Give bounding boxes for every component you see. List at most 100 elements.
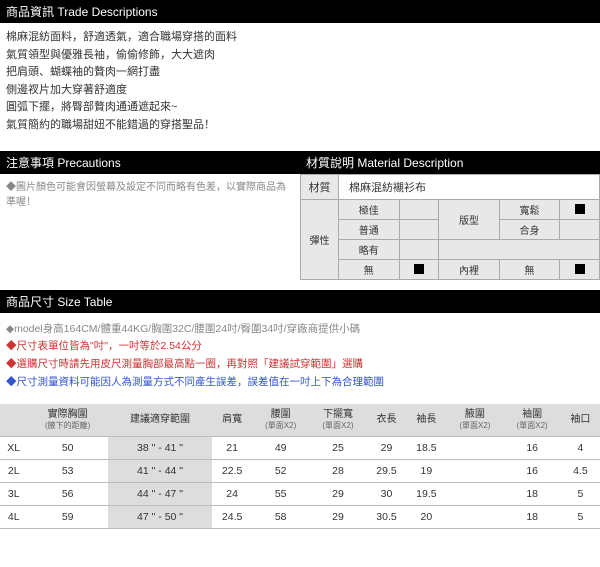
table-cell: 5 (561, 482, 600, 505)
fit-label: 版型 (439, 199, 500, 239)
elastic-opt: 普通 (339, 219, 400, 239)
trade-line: 氣質領型與優雅長袖，偷偷修飾，大大遮肉 (6, 47, 594, 65)
table-cell: 5 (561, 505, 600, 528)
table-cell: 16 (504, 459, 561, 482)
lining-opt: 無 (499, 259, 560, 279)
check-icon (414, 264, 424, 274)
table-cell: 4L (0, 505, 27, 528)
trade-body: 棉麻混紡面料，舒適透氣，適合職場穿搭的面料 氣質領型與優雅長袖，偷偷修飾，大大遮… (0, 23, 600, 145)
size-col: 袖圍(單面X2) (504, 404, 561, 436)
trade-line: 棉麻混紡面料，舒適透氣，適合職場穿搭的面料 (6, 29, 594, 47)
elastic-label: 彈性 (301, 199, 339, 279)
material-label: 材質 (301, 174, 339, 199)
size-col: 肩寬 (212, 404, 252, 436)
check-icon (575, 204, 585, 214)
trade-header: 商品資訊 Trade Descriptions (0, 0, 600, 23)
table-cell (446, 505, 503, 528)
table-row: 2L5341 " - 44 "22.5522829.519164.5 (0, 459, 600, 482)
table-cell: 38 " - 41 " (108, 436, 212, 459)
elastic-opt: 極佳 (339, 199, 400, 219)
table-cell: 52 (252, 459, 309, 482)
size-col: 衣長 (367, 404, 407, 436)
size-note-gray: ◆model身高164CM/體重44KG/胸圍32C/腰圍24吋/臀圍34吋/穿… (6, 321, 594, 339)
table-cell: 24.5 (212, 505, 252, 528)
size-col: 下擺寬(單面X2) (309, 404, 366, 436)
table-cell: 29 (309, 482, 366, 505)
precautions-text: ◆圖片顏色可能會因螢幕及設定不同而略有色差，以實際商品為準喔！ (6, 182, 286, 208)
material-table: 材質 棉麻混紡襯衫布 彈性 極佳 版型 寬鬆 普通 合身 略有 (300, 174, 600, 280)
precautions-body: ◆圖片顏色可能會因螢幕及設定不同而略有色差，以實際商品為準喔！ (0, 174, 300, 216)
elastic-check (399, 239, 439, 259)
size-col: 袖口 (561, 404, 600, 436)
size-table: 實際胸圍(腋下的距離) 建議適穿範圍 肩寬 腰圍(單面X2) 下擺寬(單面X2)… (0, 404, 600, 529)
size-note-red: ◆選購尺寸時請先用皮尺測量胸部最高點一圈，再對照「建議試穿範圍」選購 (6, 356, 594, 374)
size-header: 商品尺寸 Size Table (0, 290, 600, 313)
table-row: XL5038 " - 41 "2149252918.5 164 (0, 436, 600, 459)
trade-line: 側邊衩片加大穿著舒適度 (6, 82, 594, 100)
table-cell: 30.5 (367, 505, 407, 528)
table-cell: 47 " - 50 " (108, 505, 212, 528)
lining-check (560, 259, 600, 279)
elastic-check (399, 219, 439, 239)
table-row: 4L5947 " - 50 "24.5582930.520 185 (0, 505, 600, 528)
fit-opt: 寬鬆 (499, 199, 560, 219)
table-cell: 29 (367, 436, 407, 459)
table-cell: 29 (309, 505, 366, 528)
precautions-header: 注意事項 Precautions (0, 151, 300, 174)
table-cell (446, 436, 503, 459)
table-cell: 2L (0, 459, 27, 482)
size-notes: ◆model身高164CM/體重44KG/胸圍32C/腰圍24吋/臀圍34吋/穿… (0, 313, 600, 400)
trade-line: 圓弧下擺，將臀部贅肉通通遮起來~ (6, 99, 594, 117)
table-cell: 21 (212, 436, 252, 459)
elastic-check (399, 199, 439, 219)
fit-check (560, 199, 600, 219)
table-cell: 56 (27, 482, 107, 505)
check-icon (575, 264, 585, 274)
material-header: 材質說明 Material Description (300, 151, 600, 174)
table-row: 3L5644 " - 47 "2455293019.5 185 (0, 482, 600, 505)
table-cell: 28 (309, 459, 366, 482)
size-col: 實際胸圍(腋下的距離) (27, 404, 107, 436)
elastic-opt: 略有 (339, 239, 400, 259)
trade-line: 氣質簡約的職場甜妞不能錯過的穿搭聖品！ (6, 117, 594, 135)
size-note-red: ◆尺寸表單位皆為"吋"，一吋等於2.54公分 (6, 338, 594, 356)
table-cell: 19 (406, 459, 446, 482)
table-cell (446, 482, 503, 505)
size-col: 建議適穿範圍 (108, 404, 212, 436)
lining-label: 內裡 (439, 259, 500, 279)
material-value: 棉麻混紡襯衫布 (339, 174, 600, 199)
table-cell: 22.5 (212, 459, 252, 482)
size-note-blue: ◆尺寸測量資料可能因人為測量方式不同產生誤差，誤差值在一吋上下為合理範圍 (6, 374, 594, 392)
size-col: 腰圍(單面X2) (252, 404, 309, 436)
table-cell: 25 (309, 436, 366, 459)
elastic-check (399, 259, 439, 279)
size-col (0, 404, 27, 436)
table-cell: 16 (504, 436, 561, 459)
table-cell: 41 " - 44 " (108, 459, 212, 482)
table-cell: 18 (504, 482, 561, 505)
table-cell: 59 (27, 505, 107, 528)
table-cell: 4 (561, 436, 600, 459)
table-cell: 18 (504, 505, 561, 528)
table-cell: 58 (252, 505, 309, 528)
table-cell: 44 " - 47 " (108, 482, 212, 505)
fit-check (560, 219, 600, 239)
size-col: 腋圍(單面X2) (446, 404, 503, 436)
table-cell: 18.5 (406, 436, 446, 459)
fit-opt: 合身 (499, 219, 560, 239)
table-cell: 24 (212, 482, 252, 505)
table-cell: 29.5 (367, 459, 407, 482)
table-cell: 30 (367, 482, 407, 505)
table-cell: 4.5 (561, 459, 600, 482)
size-col: 袖長 (406, 404, 446, 436)
table-cell: XL (0, 436, 27, 459)
table-cell: 49 (252, 436, 309, 459)
table-cell: 50 (27, 436, 107, 459)
elastic-opt: 無 (339, 259, 400, 279)
table-cell: 55 (252, 482, 309, 505)
trade-line: 把肩頭、蝴蝶袖的贅肉一網打盡 (6, 64, 594, 82)
table-cell: 20 (406, 505, 446, 528)
table-cell (446, 459, 503, 482)
table-cell: 3L (0, 482, 27, 505)
table-cell: 19.5 (406, 482, 446, 505)
